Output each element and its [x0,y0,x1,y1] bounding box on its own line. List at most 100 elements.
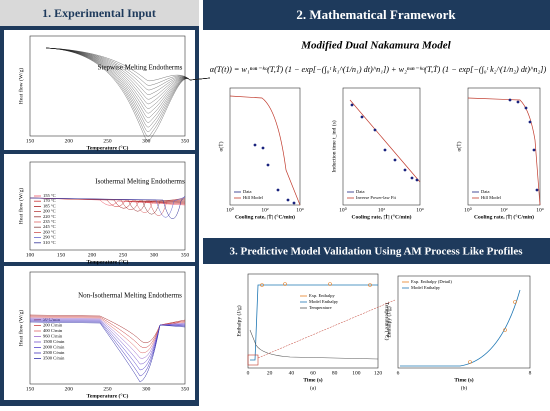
x-axis-label: Temperature (°C) [87,258,129,265]
curve [45,47,211,132]
curve [29,321,186,383]
legend-label: 235 °C [43,219,56,224]
legend-label: Inverse Power-law Fit [356,195,397,200]
curve [45,47,211,95]
x-tick-label: 120 [374,370,383,376]
legend-label: 2500 C/min [43,350,65,355]
x-tick-label: 200 [88,252,97,258]
curve [45,47,211,142]
curve [29,320,186,377]
x-tick-label: 300 [142,386,151,392]
data-point [468,360,472,364]
x-axis-label: Cooling rate, |Ṫ| (°C/min) [474,213,534,220]
x-tick-label: 100 [352,370,361,376]
x-tick-label: 10⁴ [536,207,544,213]
x-axis-label: Cooling rate, |Ṫ| (°C/min) [235,213,295,220]
x-tick-label: 10⁰ [339,206,348,213]
plot-frame [29,161,186,251]
x-tick-label: 250 [119,252,128,258]
legend-label: 185 °C [43,203,56,208]
curve [467,97,541,206]
legend-label: 200 °C [43,209,56,214]
curve [45,47,211,105]
legend-label: 290 °C [43,235,56,240]
plot-frame [229,87,301,206]
data-point [283,282,287,286]
x-tick-label: 100 [26,252,35,258]
legend-label: 3500 C/min [43,356,65,361]
legend-label: Data [481,189,490,194]
y-axis-label: Enthalpy (J/g) [235,305,242,336]
data-point [276,188,280,192]
x-tick-label: 10⁰ [226,206,235,213]
header1-bar [0,0,199,26]
legend-label: 170 °C [43,198,56,203]
data-point [286,198,290,202]
curve [29,317,186,359]
curve [400,289,521,367]
y-axis-label: α(Ṫ) [217,141,224,151]
legend-label: 960 C/min [43,334,63,339]
y-axis-label: Heat flow (W/g) [17,188,24,225]
legend-label: Hill Model [481,195,502,200]
curve [45,47,211,86]
legend-label: Exp. Enthalpy [309,293,335,298]
curve [45,47,211,109]
data-point [261,146,265,150]
curve [45,47,211,137]
legend-label: Data [356,189,365,194]
x-tick-label: 0 [247,370,250,376]
y-axis-label: Heat flow (W/g) [17,310,24,347]
legend-label: 245 °C [43,224,56,229]
data-point [403,168,407,172]
curve [249,329,379,360]
legend-label: Model Enthalpy [411,285,441,290]
x-tick-label: 10² [378,207,386,213]
curve [29,315,186,348]
header3-bar [203,238,550,264]
curve [250,284,378,361]
legend-label: Model Enthalpy [309,299,339,304]
plot-label: Isothermal Melting Endotherms [95,178,185,186]
curve [45,47,211,123]
x-tick-label: 80 [332,370,338,376]
legend-label: Hill Model [243,195,264,200]
curve [45,47,211,82]
x-axis-label: Temperature (°C) [87,392,129,399]
x-tick-label: 350 [181,386,190,392]
curve [45,47,211,119]
plot-label: Stepwise Melting Endotherms [98,64,183,72]
x-tick-label: 250 [103,386,112,392]
curve [45,47,211,100]
curve [29,195,186,219]
data-point [328,282,332,286]
y-axis-label: Heat flow (W/g) [17,68,24,105]
plot-frame [247,273,379,369]
zoom-box [247,354,259,366]
data-point [292,201,296,205]
legend-label: 1500 C/min [43,339,65,344]
curve [29,319,185,371]
curve [29,314,186,344]
x-tick-label: 150 [26,138,35,144]
zoom-arrow [257,299,396,359]
x-tick-label: 200 [65,138,74,144]
data-point [350,103,354,107]
equation: α(T(t)) = w₁ⁿᵒⁿ⁻ⁱˢᵒ(T,Ṫ) (1 − exp[−(∫₀ᵗ … [210,65,547,74]
x-axis-label: Time (s) [303,376,322,383]
header2-bar [203,0,550,30]
data-point [508,98,512,102]
x-tick-label: 350 [181,252,190,258]
data-point [266,163,270,167]
curve [29,318,186,365]
x-tick-label: 60 [310,370,316,376]
y-axis-label: α(Ṫ) [455,141,462,151]
legend-label: 260 °C [43,229,56,234]
caption: (a) [310,384,316,391]
data-point [383,148,387,152]
data-point [524,106,528,110]
x-tick-label: 10⁴ [296,207,304,213]
x-axis-label: Time (s) [454,376,473,383]
curve [45,47,211,114]
